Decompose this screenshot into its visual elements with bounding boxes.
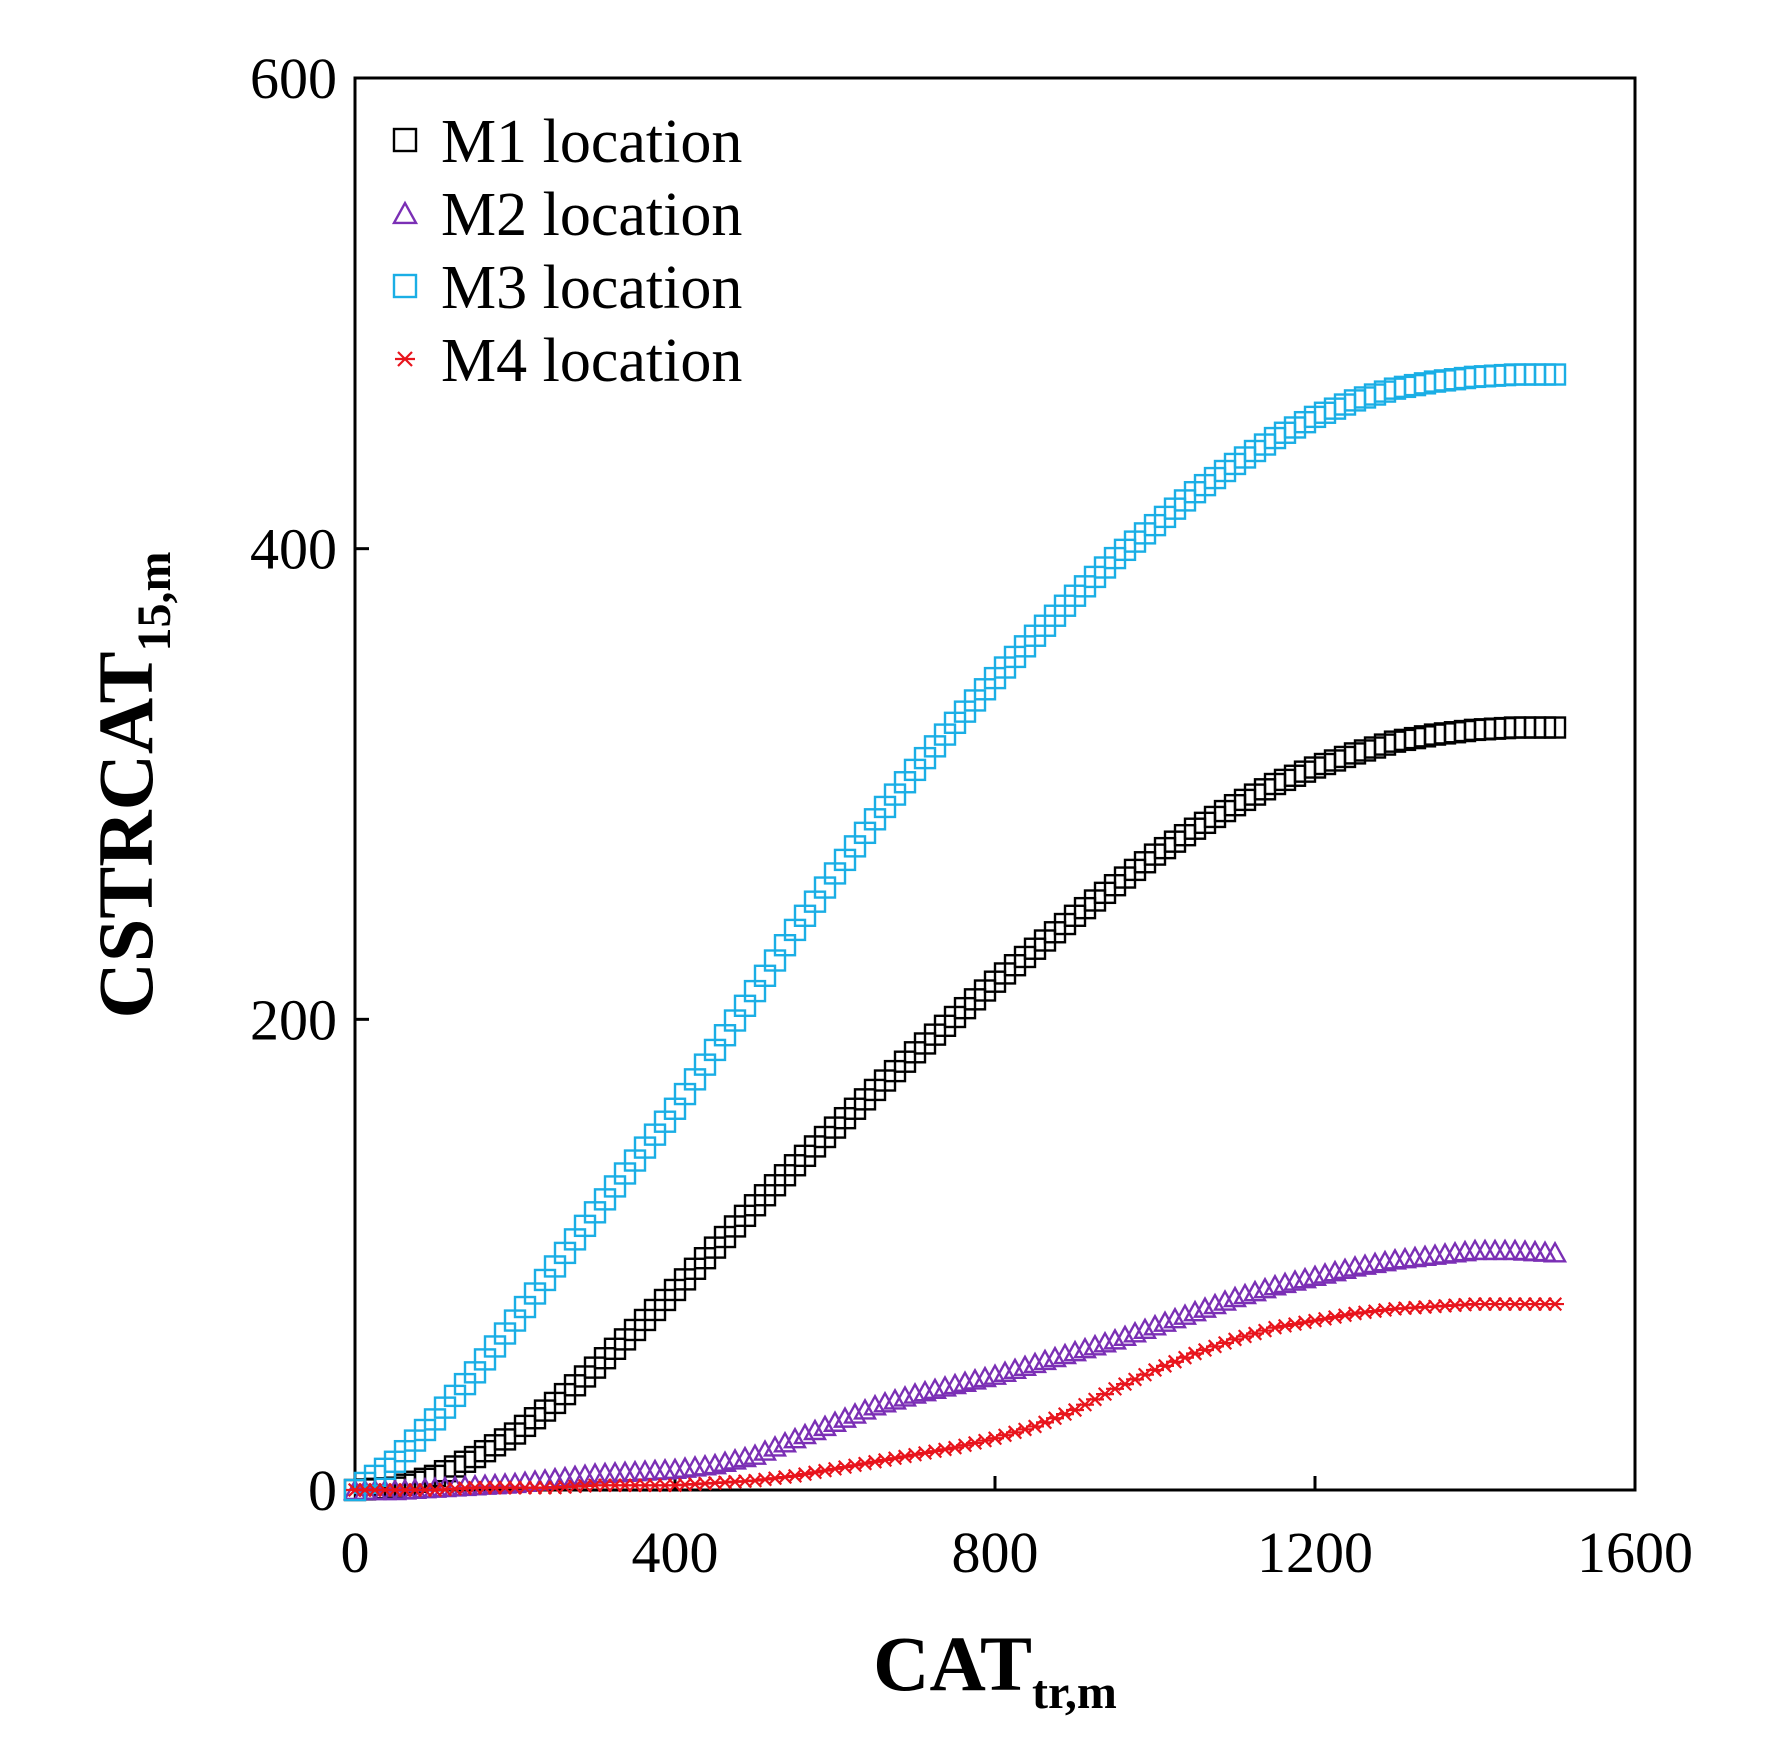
data-point <box>1122 1320 1148 1343</box>
data-point <box>1202 1292 1228 1315</box>
data-point <box>1042 1345 1068 1368</box>
legend-label: M4 location <box>441 327 742 395</box>
y-axis-title-main: CSTRCAT <box>82 652 169 1019</box>
data-point <box>812 1414 838 1437</box>
legend-marker <box>395 351 415 367</box>
y-tick-label: 400 <box>250 517 337 582</box>
data-point <box>1032 1348 1058 1371</box>
x-tick-label: 1600 <box>1577 1520 1693 1585</box>
data-point <box>1192 1296 1218 1318</box>
data-point <box>752 1439 778 1461</box>
data-point <box>852 1397 878 1420</box>
data-point <box>1543 716 1567 739</box>
data-point <box>1002 1357 1028 1380</box>
data-point <box>822 1410 848 1432</box>
data-point <box>782 1426 808 1449</box>
data-point <box>1132 1317 1158 1339</box>
data-point <box>1252 1276 1278 1299</box>
data-point <box>1062 1339 1088 1362</box>
data-point <box>1082 1333 1108 1356</box>
data-point <box>1182 1299 1208 1322</box>
x-tick-label: 400 <box>632 1520 719 1585</box>
y-axis-title: CSTRCAT15,m <box>82 552 181 1019</box>
data-point <box>762 1434 788 1457</box>
x-tick-label: 1200 <box>1257 1520 1373 1585</box>
x-axis-title-subscript: tr,m <box>1032 1666 1117 1719</box>
x-axis: 0 400 800 1200 1600 <box>341 1476 1693 1585</box>
y-tick-label: 200 <box>250 987 337 1052</box>
data-point <box>802 1418 828 1441</box>
data-point <box>832 1406 858 1428</box>
data-point <box>872 1390 898 1413</box>
data-point <box>772 1430 798 1453</box>
data-point <box>1502 1238 1528 1261</box>
data-point <box>1242 1279 1268 1302</box>
data-point <box>1012 1354 1038 1377</box>
x-tick-label: 0 <box>341 1520 370 1585</box>
data-point <box>792 1422 818 1445</box>
legend-label: M1 location <box>441 108 742 176</box>
series-layer <box>342 363 1568 1502</box>
data-point <box>1492 1238 1518 1261</box>
data-point <box>1022 1351 1048 1374</box>
data-point <box>1232 1282 1258 1305</box>
data-point <box>1092 1330 1118 1353</box>
y-tick-label: 600 <box>250 46 337 111</box>
data-point <box>992 1360 1018 1382</box>
data-point <box>1052 1342 1078 1365</box>
x-axis-title: CATtr,m <box>873 1620 1117 1719</box>
series-m2-location <box>342 1238 1568 1501</box>
legend-item: M1 location <box>392 108 742 176</box>
data-point <box>882 1387 908 1410</box>
legend-label: M2 location <box>441 181 742 249</box>
data-point <box>982 1363 1008 1385</box>
data-point <box>1482 1238 1508 1261</box>
data-point <box>1102 1327 1128 1350</box>
data-point <box>1212 1289 1238 1311</box>
legend-marker <box>392 127 418 153</box>
data-point <box>1546 1297 1564 1312</box>
data-point <box>892 1384 918 1407</box>
series-m3-location <box>343 363 1567 1502</box>
legend-item: M4 location <box>395 327 742 395</box>
y-axis-title-subscript: 15,m <box>128 552 181 652</box>
y-axis: 0 200 400 600 <box>250 46 369 1523</box>
legend-item: M3 location <box>392 254 742 322</box>
data-point <box>842 1402 868 1424</box>
data-point <box>1112 1324 1138 1347</box>
legend-marker <box>392 273 418 299</box>
data-point <box>1142 1313 1168 1336</box>
data-point <box>1222 1285 1248 1308</box>
legend-label: M3 location <box>441 254 742 322</box>
data-point <box>1152 1310 1178 1332</box>
data-point <box>1072 1336 1098 1359</box>
x-axis-title-main: CAT <box>873 1620 1032 1707</box>
data-point <box>1472 1238 1498 1261</box>
data-point <box>1162 1306 1188 1329</box>
legend-marker <box>391 200 419 225</box>
data-point <box>1172 1303 1198 1325</box>
data-point <box>862 1393 888 1416</box>
series-m4-location <box>346 1297 1564 1498</box>
series-m1-location <box>343 716 1567 1502</box>
data-point <box>742 1443 768 1465</box>
x-tick-label: 800 <box>952 1520 1039 1585</box>
legend-item: M2 location <box>391 181 742 249</box>
data-point <box>1543 363 1567 386</box>
y-tick-label: 0 <box>308 1458 337 1523</box>
data-point <box>1542 1240 1568 1263</box>
